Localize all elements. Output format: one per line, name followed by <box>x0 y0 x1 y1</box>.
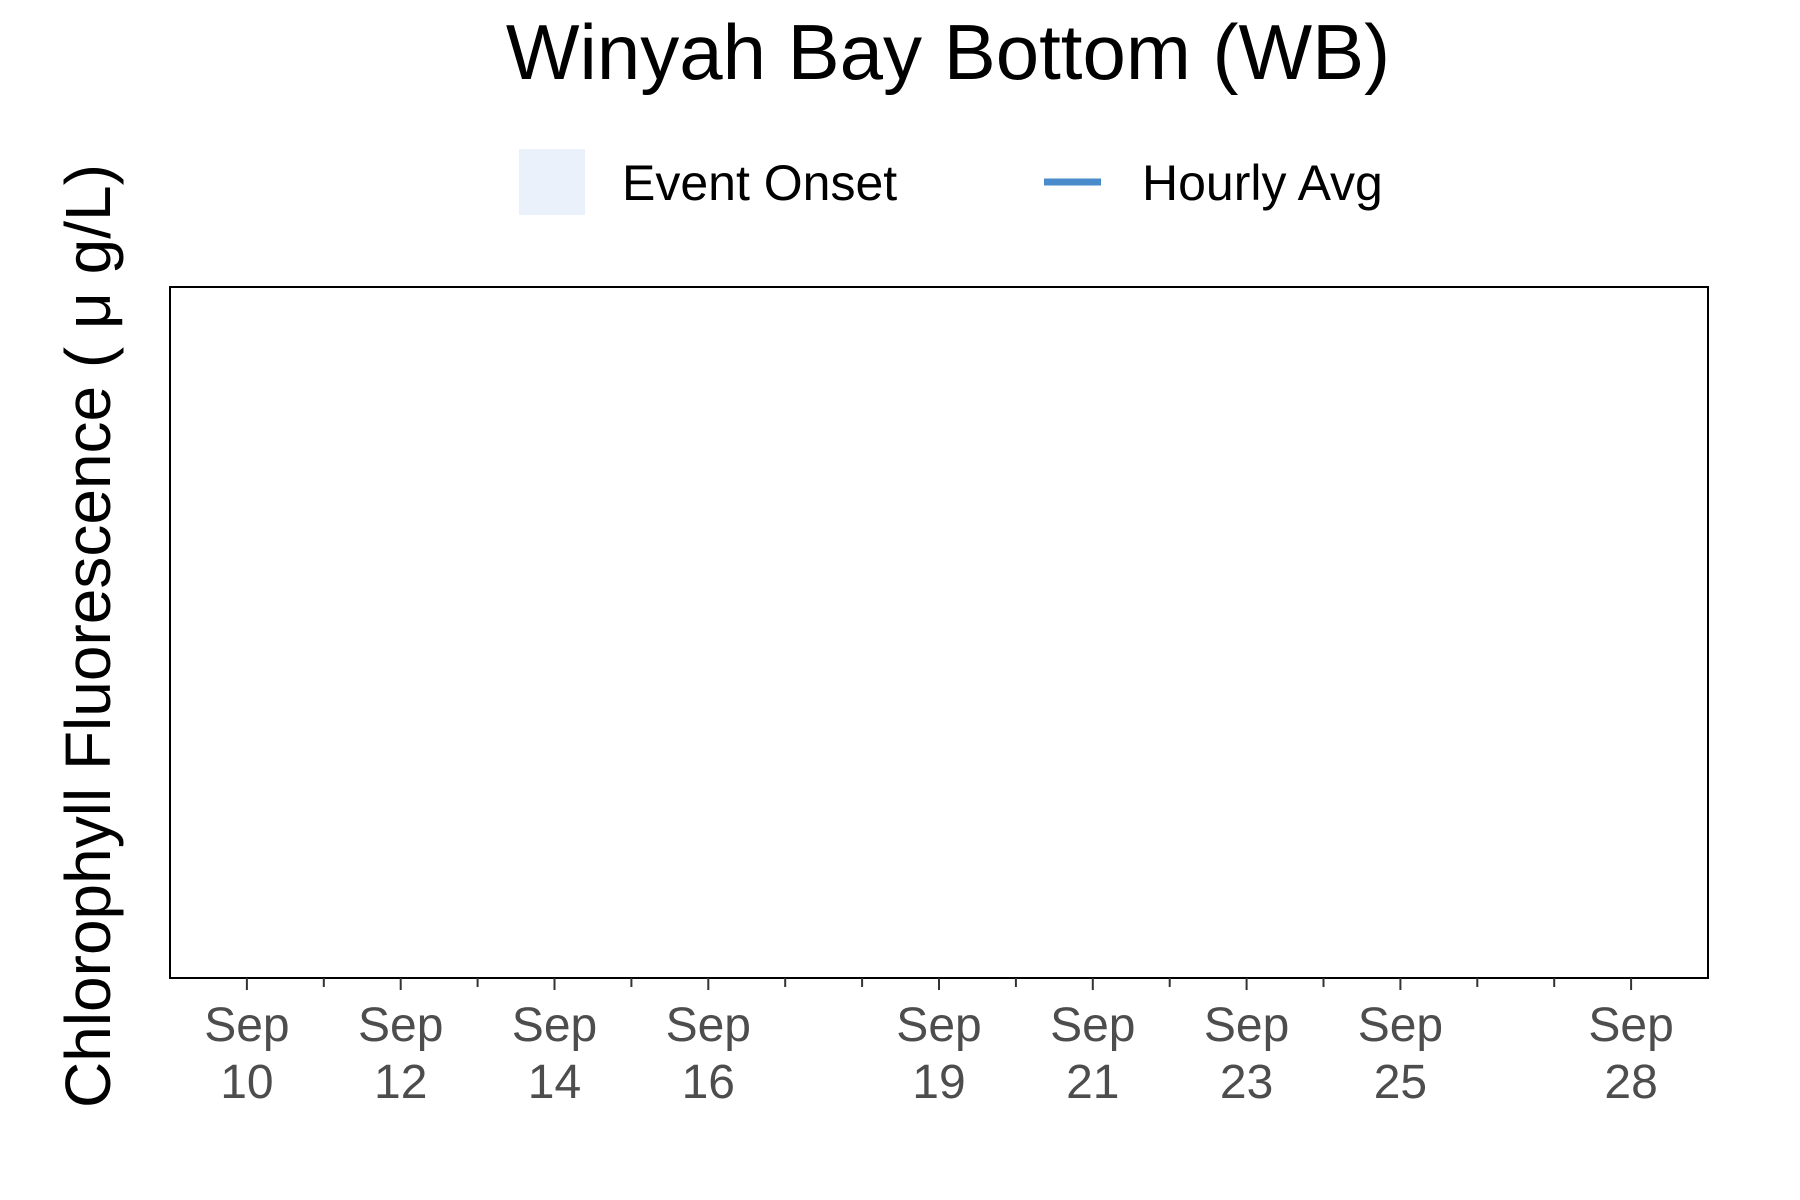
legend-label-event-onset: Event Onset <box>622 155 897 211</box>
x-tick-label: Sep 19 <box>896 999 981 1109</box>
legend: Event Onset Hourly Avg <box>519 149 1383 215</box>
x-axis: Sep 10 Sep 12 Sep 14 Sep 16 Sep 19 Sep 21 Sep 23 Sep 25… <box>204 978 1674 1109</box>
x-tick-label: Sep 12 <box>358 999 443 1109</box>
x-tick-label: Sep 21 <box>1050 999 1135 1109</box>
legend-label-hourly-avg: Hourly Avg <box>1142 155 1383 211</box>
x-tick-label: Sep 10 <box>204 999 289 1109</box>
x-tick-label: Sep 23 <box>1204 999 1289 1109</box>
x-tick-label: Sep 14 <box>512 999 597 1109</box>
chart-title: Winyah Bay Bottom (WB) <box>506 8 1390 96</box>
legend-key-event-onset <box>519 149 585 215</box>
x-tick-label: Sep 28 <box>1588 999 1673 1109</box>
y-axis-label: Chlorophyll Fluorescence ( μ g/L) <box>52 164 124 1108</box>
x-tick-label: Sep 25 <box>1358 999 1443 1109</box>
x-tick-label: Sep 16 <box>666 999 751 1109</box>
